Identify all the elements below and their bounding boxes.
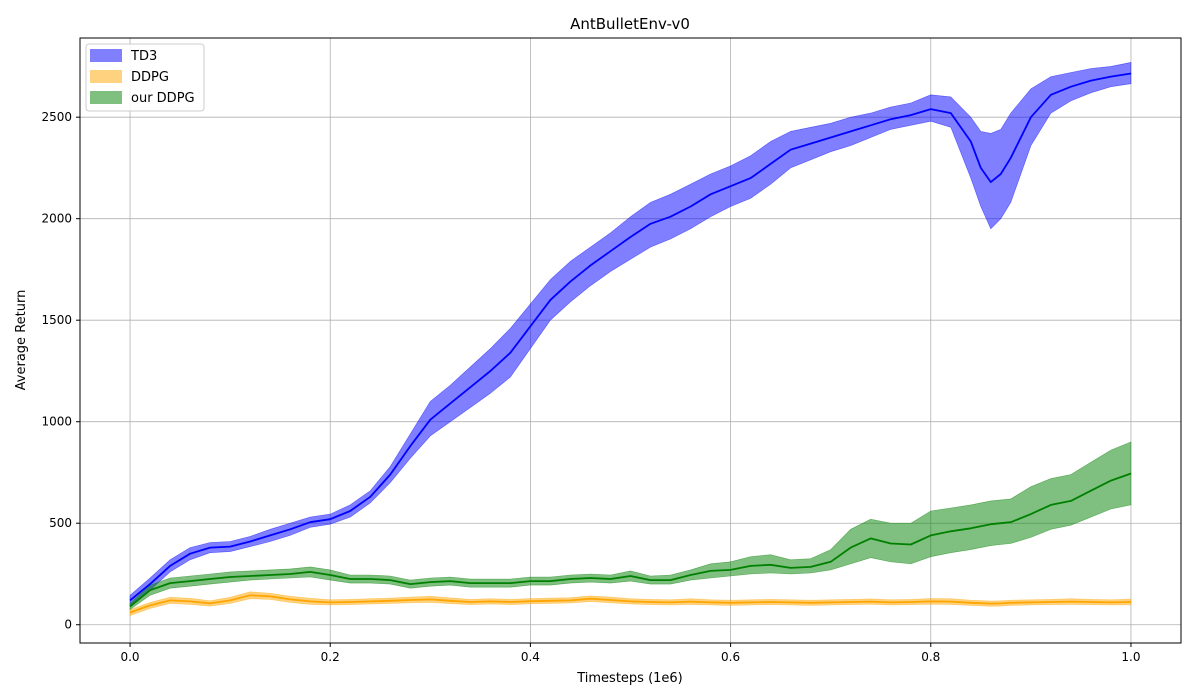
y-axis: 0 500 1000 1500 2000 2500 — [41, 110, 80, 632]
legend-label-td3: TD3 — [130, 49, 157, 64]
x-tick-label: 0.0 — [120, 650, 139, 664]
x-tick-label: 0.6 — [721, 650, 740, 664]
chart-title: AntBulletEnv-v0 — [570, 15, 690, 33]
ddpg-line — [129, 594, 1132, 614]
grid-layer — [80, 38, 1181, 643]
legend-swatch-td3 — [90, 49, 122, 62]
x-tick-label: 1.0 — [1121, 650, 1140, 664]
y-tick-label: 1500 — [41, 313, 72, 327]
legend-label-our-ddpg: our DDPG — [131, 91, 195, 106]
legend-swatch-our-ddpg — [90, 91, 122, 104]
x-tick-label: 0.4 — [521, 650, 540, 664]
y-tick-label: 500 — [49, 516, 72, 530]
y-tick-label: 0 — [64, 618, 72, 632]
line-layer — [129, 72, 1132, 614]
legend: TD3 DDPG our DDPG — [85, 43, 205, 112]
y-tick-label: 2000 — [41, 212, 72, 226]
x-axis: 0.0 0.2 0.4 0.6 0.8 1.0 — [120, 643, 1141, 664]
td3-line — [129, 72, 1132, 602]
x-axis-title: Timesteps (1e6) — [576, 671, 683, 686]
our-ddpg-line — [129, 472, 1132, 608]
y-tick-label: 2500 — [41, 110, 72, 124]
x-tick-label: 0.2 — [321, 650, 340, 664]
legend-label-ddpg: DDPG — [131, 70, 169, 85]
legend-swatch-ddpg — [90, 70, 122, 83]
y-axis-title: Average Return — [14, 290, 29, 391]
plot-frame — [79, 37, 1182, 644]
ddpg-band — [129, 591, 1132, 617]
x-tick-label: 0.8 — [921, 650, 940, 664]
y-tick-label: 1000 — [41, 415, 72, 429]
